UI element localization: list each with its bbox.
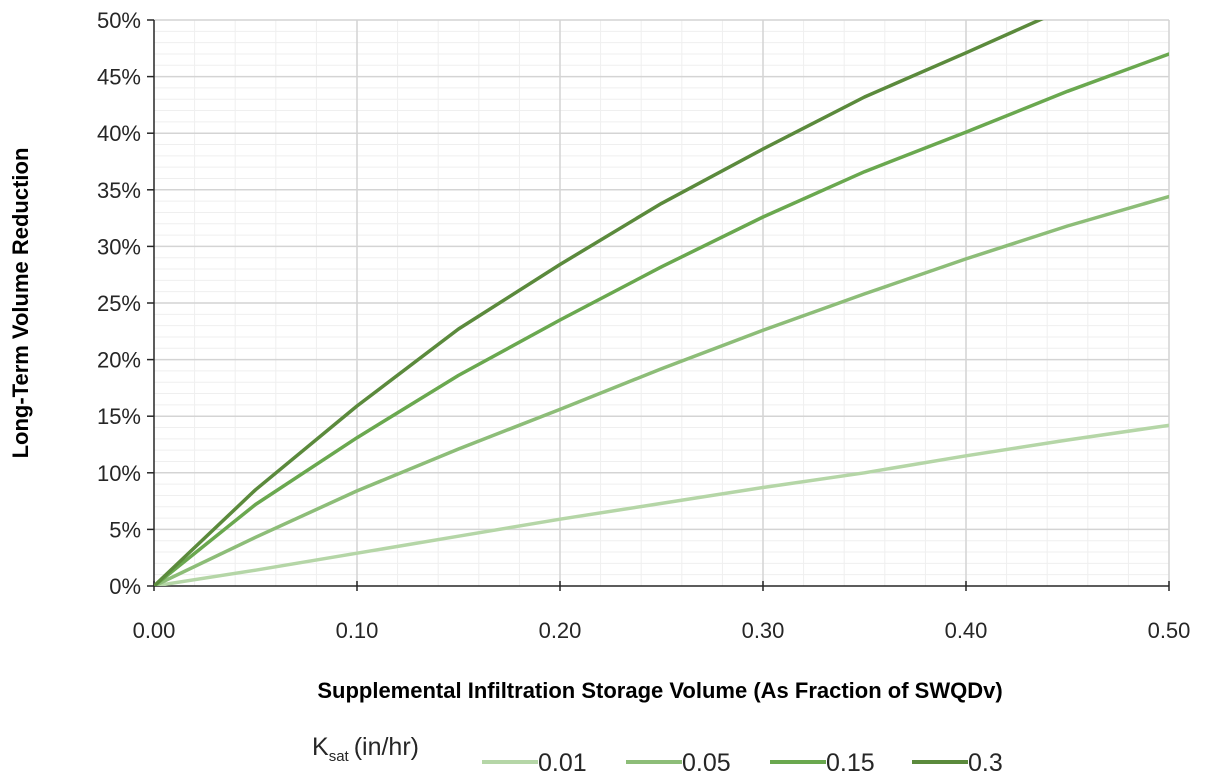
y-tick-label: 20%	[97, 348, 141, 373]
x-tick-labels: 0.00 0.10 0.20 0.30 0.40 0.50	[133, 618, 1191, 643]
y-tick-label: 45%	[97, 65, 141, 90]
series-line-3	[154, 20, 1044, 586]
legend-label-0: 0.01	[538, 749, 587, 774]
series-lines	[154, 20, 1169, 586]
y-tick-label: 10%	[97, 461, 141, 486]
y-tick-label: 40%	[97, 121, 141, 146]
legend-title: Ksat (in/hr)	[312, 733, 419, 765]
x-tick-label: 0.10	[336, 618, 379, 643]
series-line-2	[154, 52, 1169, 586]
x-axis-title: Supplemental Infiltration Storage Volume…	[317, 678, 1002, 703]
y-tick-label: 35%	[97, 178, 141, 203]
legend-title-sub: sat	[329, 748, 350, 765]
major-gridlines	[154, 19, 1170, 586]
legend-title-main: K	[312, 733, 329, 761]
legend-label-2: 0.15	[826, 749, 875, 774]
x-tick-label: 0.30	[742, 618, 785, 643]
legend-label-3: 0.3	[968, 749, 1003, 774]
y-tick-label: 15%	[97, 404, 141, 429]
legend: Ksat (in/hr) 0.01 0.05 0.15 0.3	[312, 733, 1003, 774]
legend-label-1: 0.05	[682, 749, 731, 774]
legend-title-unit: (in/hr)	[354, 733, 419, 761]
series-line-0	[154, 423, 1169, 586]
x-tick-label: 0.20	[539, 618, 582, 643]
y-tick-label: 5%	[109, 517, 141, 542]
y-tick-label: 50%	[97, 8, 141, 33]
x-tick-label: 0.00	[133, 618, 176, 643]
x-tick-label: 0.40	[945, 618, 988, 643]
axes	[147, 19, 1170, 591]
legend-items: 0.01 0.05 0.15 0.3	[482, 749, 1003, 774]
y-axis-title: Long-Term Volume Reduction	[8, 148, 33, 459]
series-line-1	[154, 194, 1169, 586]
y-tick-label: 25%	[97, 291, 141, 316]
y-tick-labels: 0% 5% 10% 15% 20% 25% 30% 35% 40% 45% 50%	[97, 8, 141, 599]
y-tick-label: 0%	[109, 574, 141, 599]
y-tick-label: 30%	[97, 234, 141, 259]
x-tick-label: 0.50	[1148, 618, 1191, 643]
